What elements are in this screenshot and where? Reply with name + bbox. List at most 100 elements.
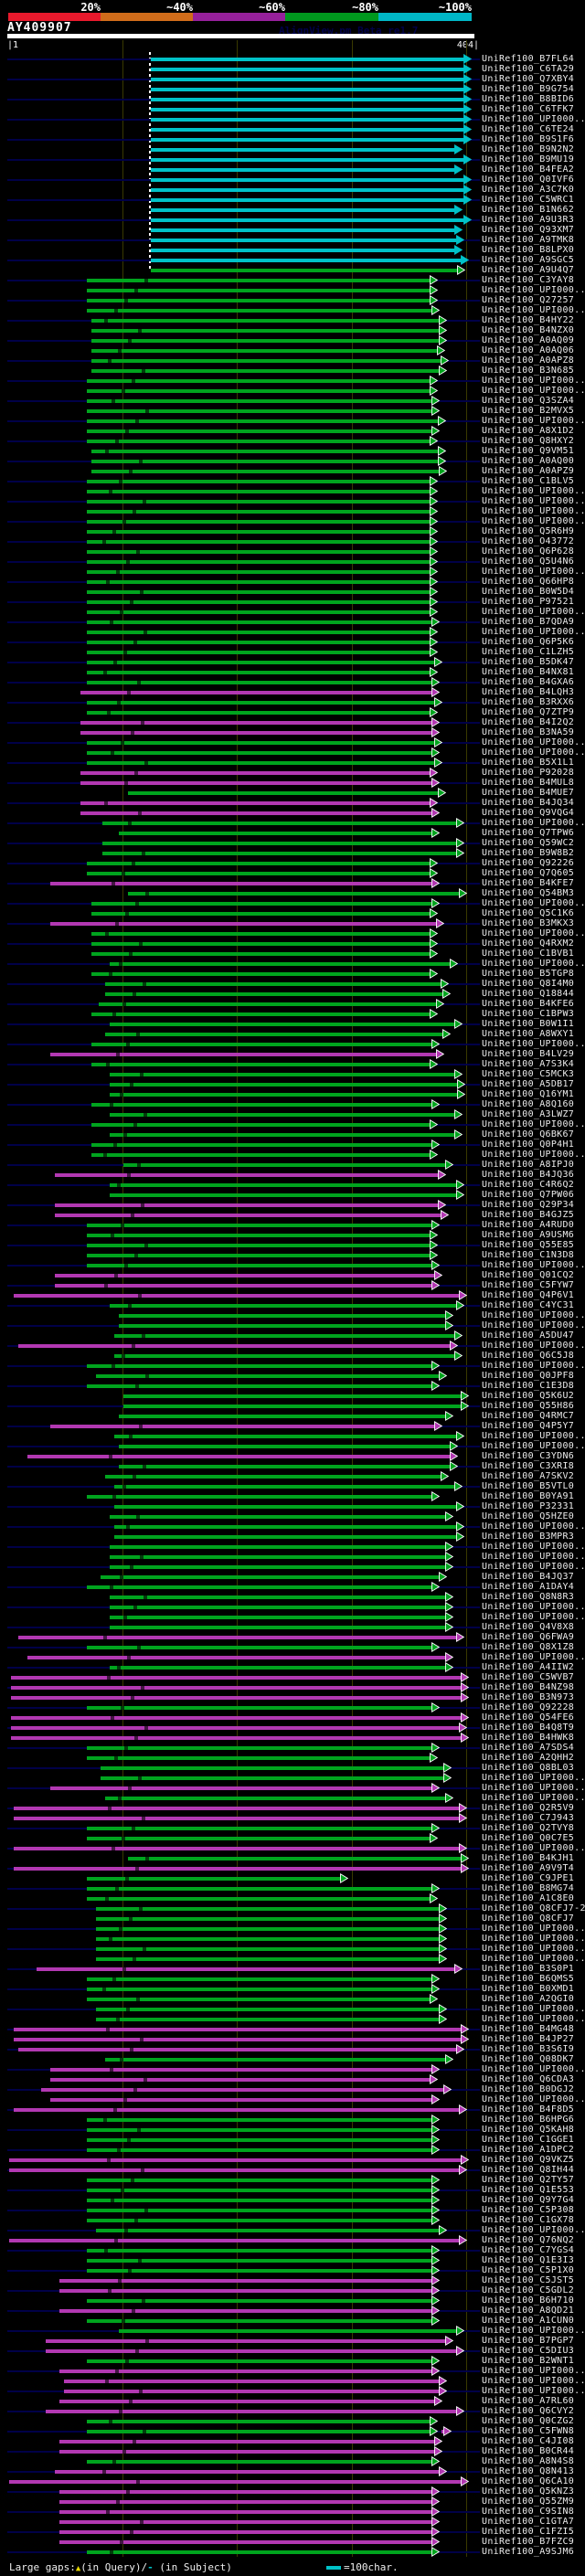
hit-label[interactable]: UniRef100_UPI000.. xyxy=(482,1843,585,1853)
alignment-bar[interactable] xyxy=(18,1343,452,1348)
hit-label[interactable]: UniRef100_Q27257 xyxy=(482,295,575,305)
hit-label[interactable]: UniRef100_C1FZI5 xyxy=(482,2527,575,2537)
hit-label[interactable]: UniRef100_Q8X1Z8 xyxy=(482,1642,575,1652)
hit-label[interactable]: UniRef100_O43772 xyxy=(482,536,575,546)
alignment-bar[interactable] xyxy=(87,2117,433,2122)
hit-label[interactable]: UniRef100_A1CUN0 xyxy=(482,2316,575,2326)
hit-label[interactable]: UniRef100_A7SDS4 xyxy=(482,1743,575,1753)
hit-label[interactable]: UniRef100_B3N973 xyxy=(482,1692,575,1702)
hit-label[interactable]: UniRef100_A3C7K0 xyxy=(482,185,575,195)
hit-label[interactable]: UniRef100_UPI000.. xyxy=(482,386,585,396)
alignment-bar[interactable] xyxy=(151,197,465,202)
alignment-bar[interactable] xyxy=(87,650,431,654)
alignment-bar[interactable] xyxy=(119,2328,458,2333)
alignment-bar[interactable] xyxy=(14,2027,463,2031)
alignment-bar[interactable] xyxy=(105,991,444,996)
alignment-bar[interactable] xyxy=(87,509,431,514)
hit-label[interactable]: UniRef100_Q76NQ2 xyxy=(482,2235,575,2245)
hit-label[interactable]: UniRef100_UPI000.. xyxy=(482,1783,585,1793)
alignment-bar[interactable] xyxy=(87,2359,433,2363)
hit-label[interactable]: UniRef100_UPI000.. xyxy=(482,2386,585,2396)
alignment-bar[interactable] xyxy=(110,1082,459,1087)
alignment-bar[interactable] xyxy=(114,1353,456,1358)
hit-label[interactable]: UniRef100_B4GJZ5 xyxy=(482,1210,575,1220)
alignment-bar[interactable] xyxy=(14,1806,461,1810)
alignment-bar[interactable] xyxy=(59,2399,436,2403)
alignment-bar[interactable] xyxy=(87,620,433,624)
hit-label[interactable]: UniRef100_B0XMD1 xyxy=(482,1984,575,1994)
alignment-bar[interactable] xyxy=(91,911,431,916)
alignment-bar[interactable] xyxy=(87,298,431,302)
alignment-bar[interactable] xyxy=(87,2549,433,2554)
alignment-bar[interactable] xyxy=(87,2147,433,2152)
alignment-bar[interactable] xyxy=(87,2188,433,2192)
alignment-bar[interactable] xyxy=(87,599,431,604)
alignment-bar[interactable] xyxy=(110,1112,456,1117)
alignment-bar[interactable] xyxy=(87,419,440,423)
hit-label[interactable]: UniRef100_B3MPR3 xyxy=(482,1532,575,1542)
alignment-bar[interactable] xyxy=(87,2208,433,2212)
hit-label[interactable]: UniRef100_Q6P628 xyxy=(482,546,575,557)
alignment-bar[interactable] xyxy=(96,1956,441,1961)
hit-label[interactable]: UniRef100_B0YA91 xyxy=(482,1491,575,1501)
alignment-bar[interactable] xyxy=(9,2479,463,2484)
alignment-bar[interactable] xyxy=(46,2338,447,2343)
hit-label[interactable]: UniRef100_B4KFE6 xyxy=(482,999,575,1009)
alignment-bar[interactable] xyxy=(87,660,436,664)
hit-label[interactable]: UniRef100_A2QHH2 xyxy=(482,1753,575,1763)
hit-label[interactable]: UniRef100_C1GX78 xyxy=(482,2215,575,2225)
alignment-bar[interactable] xyxy=(96,2228,441,2232)
hit-label[interactable]: UniRef100_C4R6Q2 xyxy=(482,1180,575,1190)
hit-label[interactable]: UniRef100_Q8CFJ7 xyxy=(482,1913,575,1924)
alignment-bar[interactable] xyxy=(80,811,433,815)
hit-label[interactable]: UniRef100_Q7PW06 xyxy=(482,1190,575,1200)
hit-label[interactable]: UniRef100_B6HPG6 xyxy=(482,2115,575,2125)
alignment-bar[interactable] xyxy=(50,881,433,885)
hit-label[interactable]: UniRef100_Q2R5V9 xyxy=(482,1803,575,1813)
alignment-bar[interactable] xyxy=(105,2057,447,2062)
hit-label[interactable]: UniRef100_B3RXX6 xyxy=(482,697,575,707)
hit-label[interactable]: UniRef100_C5JST5 xyxy=(482,2275,575,2285)
hit-label[interactable]: UniRef100_Q8CFJ7-2 xyxy=(482,1903,585,1913)
hit-label[interactable]: UniRef100_Q8BL03 xyxy=(482,1763,575,1773)
alignment-bar[interactable] xyxy=(55,1273,436,1277)
alignment-bar[interactable] xyxy=(87,519,431,524)
hit-label[interactable]: UniRef100_B8MG74 xyxy=(482,1883,575,1893)
hit-label[interactable]: UniRef100_B6QMS5 xyxy=(482,1974,575,1984)
alignment-bar[interactable] xyxy=(27,1655,447,1659)
hit-label[interactable]: UniRef100_Q6FWA9 xyxy=(482,1632,575,1642)
alignment-bar[interactable] xyxy=(80,780,433,785)
alignment-bar[interactable] xyxy=(151,137,465,142)
alignment-bar[interactable] xyxy=(87,2127,433,2132)
hit-label[interactable]: UniRef100_Q0JPF8 xyxy=(482,1371,575,1381)
hit-label[interactable]: UniRef100_B4LQH3 xyxy=(482,687,575,697)
alignment-bar[interactable] xyxy=(87,2318,433,2323)
alignment-bar[interactable] xyxy=(128,1856,463,1860)
hit-label[interactable]: UniRef100_C9SIN8 xyxy=(482,2507,575,2517)
hit-label[interactable]: UniRef100_Q4P5Y7 xyxy=(482,1421,575,1431)
alignment-bar[interactable] xyxy=(59,2499,433,2504)
alignment-bar[interactable] xyxy=(91,459,440,463)
alignment-bar[interactable] xyxy=(11,1695,463,1700)
alignment-bar[interactable] xyxy=(59,2278,433,2283)
alignment-bar[interactable] xyxy=(96,1936,441,1941)
alignment-bar[interactable] xyxy=(50,1052,438,1056)
hit-label[interactable]: UniRef100_UPI000.. xyxy=(482,1652,585,1662)
hit-label[interactable]: UniRef100_C5WVB7 xyxy=(482,1672,575,1682)
hit-label[interactable]: UniRef100_UPI000.. xyxy=(482,516,585,526)
hit-label[interactable]: UniRef100_A5DU47 xyxy=(482,1330,575,1341)
alignment-bar[interactable] xyxy=(96,1916,441,1921)
alignment-bar[interactable] xyxy=(14,1293,461,1298)
hit-label[interactable]: UniRef100_A4RUD0 xyxy=(482,1220,575,1230)
alignment-bar[interactable] xyxy=(87,2268,433,2273)
hit-label[interactable]: UniRef100_UPI000.. xyxy=(482,376,585,386)
alignment-bar[interactable] xyxy=(96,1926,441,1931)
hit-label[interactable]: UniRef100_UPI000.. xyxy=(482,607,585,617)
alignment-bar[interactable] xyxy=(87,308,433,313)
hit-label[interactable]: UniRef100_UPI000.. xyxy=(482,2094,585,2104)
alignment-bar[interactable] xyxy=(110,1665,447,1670)
hit-label[interactable]: UniRef100_B4NX81 xyxy=(482,667,575,677)
alignment-bar[interactable] xyxy=(87,559,431,564)
hit-label[interactable]: UniRef100_A7RL60 xyxy=(482,2396,575,2406)
hit-label[interactable]: UniRef100_C5P308 xyxy=(482,2205,575,2215)
